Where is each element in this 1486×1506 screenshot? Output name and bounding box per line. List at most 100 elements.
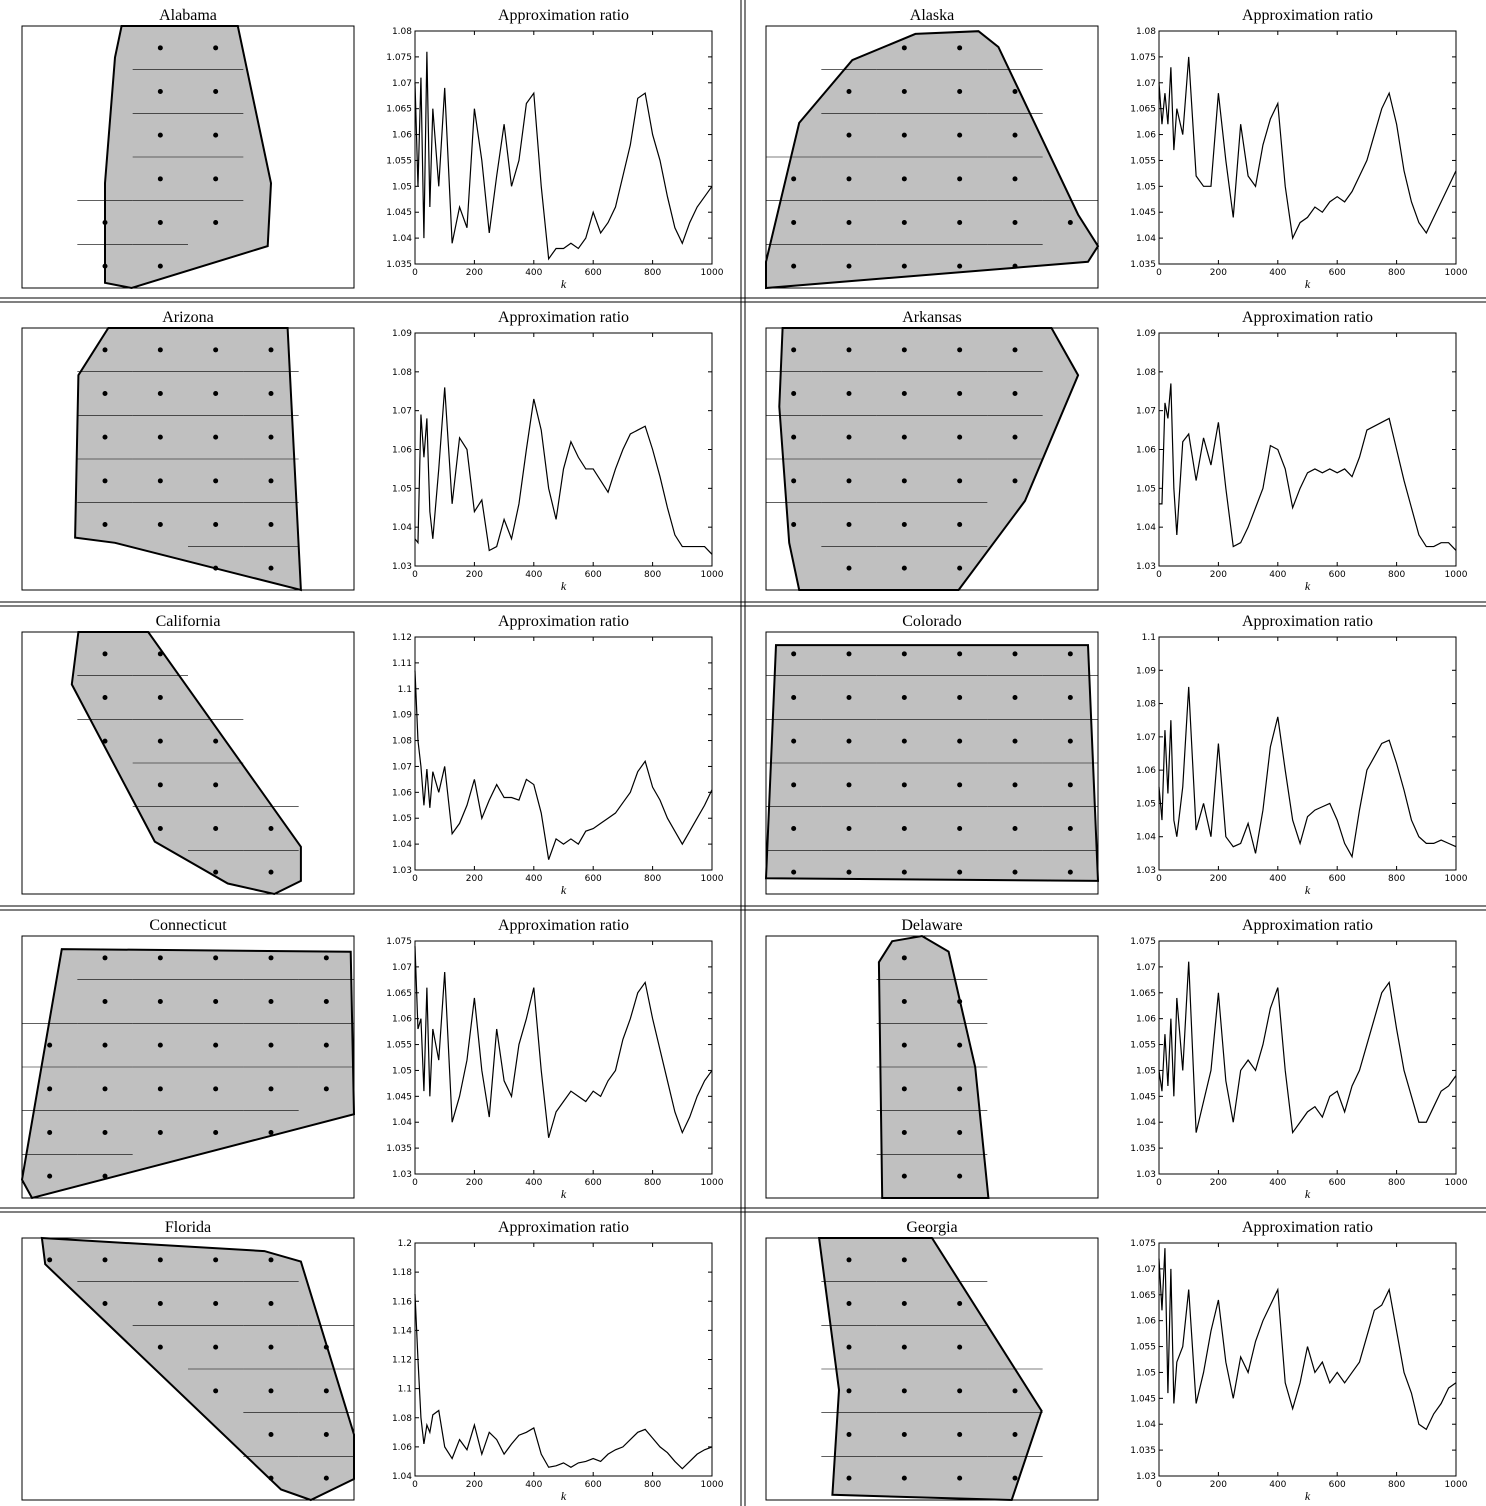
plot-frame (1159, 637, 1456, 870)
site (1068, 826, 1073, 831)
y-tick-label: 1.05 (1136, 182, 1156, 192)
x-axis-label: k (561, 1489, 567, 1503)
y-tick-label: 1.045 (1130, 208, 1156, 218)
site (957, 89, 962, 94)
y-tick-label: 1.055 (1130, 156, 1156, 166)
x-tick-label: 800 (644, 874, 661, 884)
site (103, 1301, 108, 1306)
site (158, 955, 163, 960)
x-tick-label: 600 (585, 1178, 602, 1188)
site (158, 739, 163, 744)
y-tick-label: 1.16 (392, 1297, 412, 1307)
y-tick-label: 1.06 (1136, 766, 1156, 776)
x-axis-label: k (1305, 579, 1311, 593)
site (1013, 391, 1018, 396)
site (957, 651, 962, 656)
site (269, 347, 274, 352)
y-tick-label: 1.06 (392, 131, 412, 141)
site (213, 220, 218, 225)
site (847, 435, 852, 440)
x-tick-label: 200 (466, 1480, 483, 1490)
site (1013, 176, 1018, 181)
plot-frame (1159, 1243, 1456, 1476)
site (269, 1130, 274, 1135)
ratio-line (1159, 962, 1456, 1133)
site (1013, 651, 1018, 656)
map-title: Alaska (910, 7, 954, 24)
x-tick-label: 1000 (1445, 1178, 1468, 1188)
site (269, 435, 274, 440)
ratio-line (415, 1294, 712, 1469)
y-tick-label: 1.07 (1136, 79, 1156, 89)
y-tick-label: 1.045 (1130, 1394, 1156, 1404)
plot-frame (415, 333, 712, 566)
site (957, 45, 962, 50)
y-tick-label: 1.04 (392, 840, 412, 850)
site (1013, 89, 1018, 94)
site (902, 1257, 907, 1262)
y-tick-label: 1.05 (1136, 1066, 1156, 1076)
x-tick-label: 1000 (1445, 570, 1468, 580)
site (1013, 1388, 1018, 1393)
site (847, 1257, 852, 1262)
site (847, 347, 852, 352)
site (213, 1043, 218, 1048)
site (847, 89, 852, 94)
site (213, 89, 218, 94)
site (847, 566, 852, 571)
y-tick-label: 1.035 (1130, 1144, 1156, 1154)
site (902, 1174, 907, 1179)
site (957, 522, 962, 527)
x-tick-label: 600 (1329, 1178, 1346, 1188)
y-tick-label: 1.075 (1130, 937, 1156, 947)
site (213, 1086, 218, 1091)
ratio-line (415, 671, 712, 860)
y-tick-label: 1.055 (1130, 1041, 1156, 1051)
site (269, 1388, 274, 1393)
y-tick-label: 1.08 (392, 27, 412, 37)
site (103, 1043, 108, 1048)
site (158, 89, 163, 94)
x-tick-label: 0 (1156, 874, 1162, 884)
x-tick-label: 0 (412, 874, 418, 884)
site (902, 45, 907, 50)
site (158, 826, 163, 831)
site (103, 391, 108, 396)
y-tick-label: 1.03 (1136, 1170, 1156, 1180)
site (269, 955, 274, 960)
site (1068, 220, 1073, 225)
x-tick-label: 800 (644, 570, 661, 580)
site (103, 739, 108, 744)
site (269, 522, 274, 527)
site (902, 435, 907, 440)
site (213, 826, 218, 831)
x-tick-label: 0 (1156, 1480, 1162, 1490)
site (213, 566, 218, 571)
x-tick-label: 800 (644, 268, 661, 278)
site (158, 999, 163, 1004)
x-tick-label: 400 (525, 268, 542, 278)
x-tick-label: 200 (1210, 1480, 1227, 1490)
site (847, 1476, 852, 1481)
x-axis-label: k (561, 883, 567, 897)
plot-frame (415, 31, 712, 264)
y-tick-label: 1.03 (392, 562, 412, 572)
site (957, 1086, 962, 1091)
site (1013, 782, 1018, 787)
ratio-line (415, 387, 712, 554)
site (1068, 739, 1073, 744)
x-tick-label: 1000 (701, 268, 724, 278)
x-tick-label: 400 (1269, 1480, 1286, 1490)
y-tick-label: 1.035 (1130, 1446, 1156, 1456)
site (269, 1476, 274, 1481)
site (902, 695, 907, 700)
y-tick-label: 1.09 (1136, 329, 1156, 339)
y-tick-label: 1.08 (1136, 27, 1156, 37)
y-tick-label: 1.05 (1136, 484, 1156, 494)
x-axis-label: k (1305, 883, 1311, 897)
site (269, 1086, 274, 1091)
y-tick-label: 1.11 (392, 659, 412, 669)
y-tick-label: 1.03 (1136, 1472, 1156, 1482)
plot-frame (1159, 333, 1456, 566)
